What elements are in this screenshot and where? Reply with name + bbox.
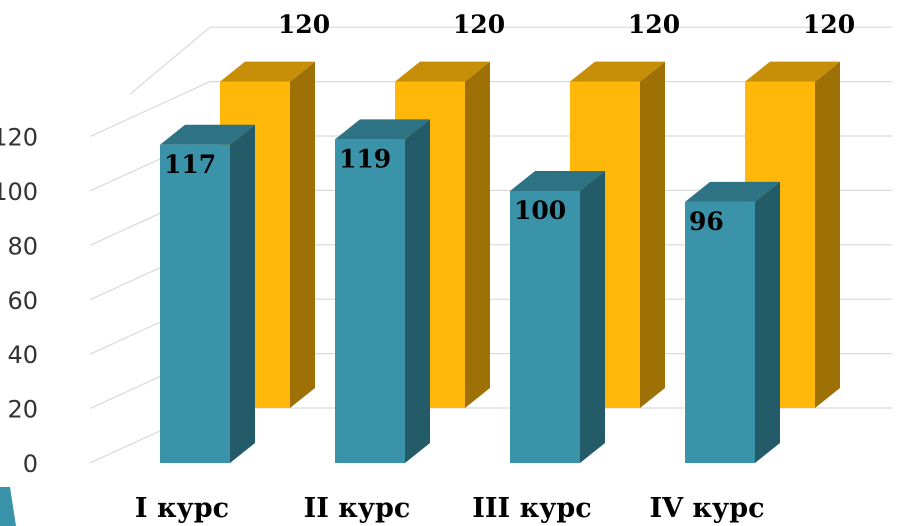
corner-accent-shape bbox=[0, 487, 16, 526]
x-category-label: II курс bbox=[304, 493, 411, 524]
bar-series-2-side bbox=[815, 61, 840, 408]
data-label-series-2: 120 bbox=[278, 10, 330, 39]
bar-series-1-top bbox=[685, 181, 780, 202]
y-tick-label: 100 bbox=[0, 178, 38, 206]
bar-series-2-top bbox=[395, 61, 490, 82]
bar-series-1 bbox=[510, 171, 605, 463]
y-tick-label: 0 bbox=[23, 450, 38, 478]
gridline-diagonal bbox=[129, 26, 211, 95]
bar-series-1 bbox=[160, 124, 255, 463]
bar-series-1-front bbox=[160, 144, 230, 463]
bar-series-2-top bbox=[745, 61, 840, 82]
data-label-series-1: 119 bbox=[339, 144, 391, 173]
y-tick-label: 60 bbox=[7, 287, 38, 315]
bar-series-1 bbox=[685, 181, 780, 463]
bar-series-1-side bbox=[755, 181, 780, 463]
bar-series-2-side bbox=[465, 61, 490, 408]
data-label-series-1: 100 bbox=[514, 196, 566, 225]
bar-series-2-top bbox=[220, 61, 315, 82]
y-tick-label: 120 bbox=[0, 124, 38, 152]
bar-series-1-side bbox=[230, 124, 255, 463]
data-label-series-2: 120 bbox=[803, 10, 855, 39]
data-labels: 120 120 120 120 117 119 100 96 bbox=[164, 10, 855, 236]
x-category-label: III курс bbox=[472, 493, 591, 524]
bar-series-2-side bbox=[640, 61, 665, 408]
bar-series-1-side bbox=[405, 119, 430, 463]
bar-series-2-side bbox=[290, 61, 315, 408]
bar-series-1-front bbox=[335, 139, 405, 463]
x-category-label: IV курс bbox=[649, 493, 764, 524]
bar-series-1-top bbox=[160, 124, 255, 145]
bar-series-1 bbox=[335, 119, 430, 463]
y-tick-label: 20 bbox=[7, 396, 38, 424]
bar-series-1-top bbox=[335, 119, 430, 140]
slide-decoration bbox=[0, 487, 16, 526]
data-label-series-2: 120 bbox=[628, 10, 680, 39]
gridline-diagonal bbox=[89, 81, 211, 138]
y-tick-label: 80 bbox=[7, 232, 38, 260]
x-category-label: I курс bbox=[135, 493, 229, 524]
bar-series-1-front bbox=[510, 191, 580, 463]
data-label-series-1: 117 bbox=[164, 150, 216, 179]
data-label-series-2: 120 bbox=[453, 10, 505, 39]
bar-series-1-front bbox=[685, 201, 755, 463]
data-label-series-1: 96 bbox=[689, 207, 724, 236]
bar-series-1-side bbox=[580, 171, 605, 463]
y-axis-tick-labels: 0 20 40 60 80 100 120 bbox=[0, 124, 38, 478]
x-axis-category-labels: I курс II курс III курс IV курс bbox=[135, 493, 765, 524]
bar-series-2-top bbox=[570, 61, 665, 82]
bars bbox=[160, 61, 840, 463]
bar-series-1-top bbox=[510, 171, 605, 191]
y-tick-label: 40 bbox=[7, 341, 38, 369]
